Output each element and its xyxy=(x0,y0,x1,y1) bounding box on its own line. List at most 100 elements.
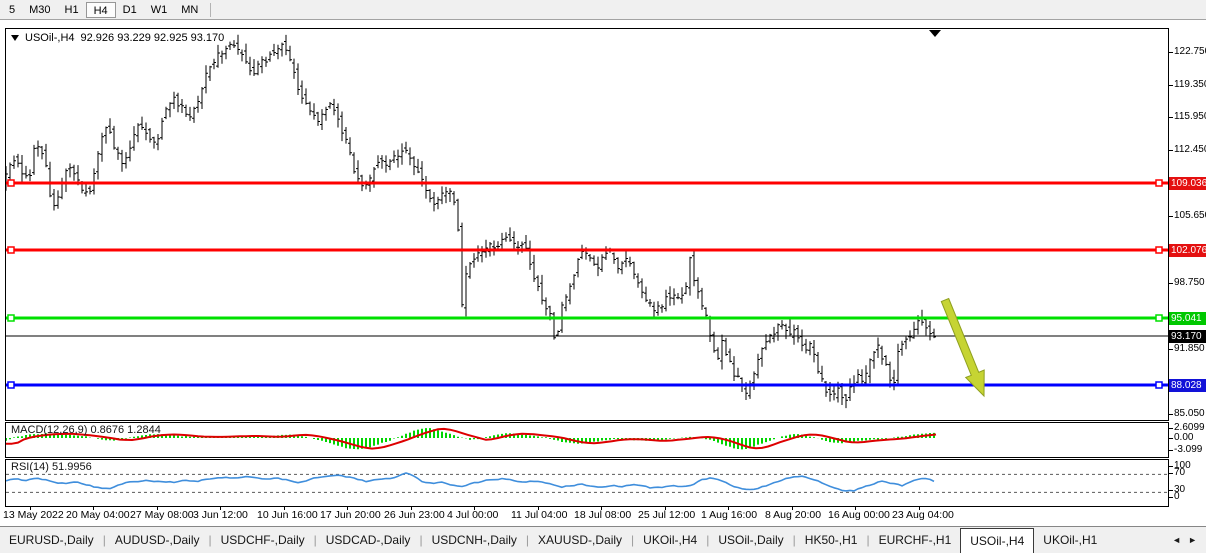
tab-eurchf-h1[interactable]: EURCHF-,H1 xyxy=(878,533,952,547)
main-chart-panel[interactable] xyxy=(5,28,1169,421)
tab-hk50-h1[interactable]: HK50-,H1 xyxy=(804,533,858,547)
tab-usdcnh-daily[interactable]: USDCNH-,Daily xyxy=(431,533,517,547)
tab-separator: | xyxy=(792,533,796,547)
tab-scroll-nav: ◄ ► xyxy=(1163,527,1206,553)
toolbar-separator xyxy=(210,2,212,17)
date-label: 1 Aug 16:00 xyxy=(701,509,758,521)
axis-tick-mark xyxy=(1169,283,1173,284)
rsi-tick-label: 70 xyxy=(1174,467,1186,478)
date-label: 8 Aug 20:00 xyxy=(765,509,822,521)
trend-arrow-object[interactable] xyxy=(940,297,985,398)
macd-panel[interactable] xyxy=(5,422,1169,458)
tab-eurusd-daily[interactable]: EURUSD-,Daily xyxy=(9,533,94,547)
rsi-panel[interactable] xyxy=(5,459,1169,507)
date-label: 25 Jul 12:00 xyxy=(638,509,696,521)
tab-separator: | xyxy=(525,533,530,547)
rsi-label: RSI(14) 51.9956 xyxy=(11,461,92,473)
macd-label: MACD(12,26,9) 0.8676 1.2844 xyxy=(11,424,161,436)
timeframe-button-m30[interactable]: M30 xyxy=(29,3,51,16)
tab-scroll-right-button[interactable]: ► xyxy=(1188,535,1197,545)
price-tick-label: 122.750 xyxy=(1174,46,1206,57)
timeframe-button-mn[interactable]: MN xyxy=(181,3,199,16)
rsi-canvas xyxy=(6,472,1168,493)
chart-symbol-period: USOil-,H4 xyxy=(25,32,75,44)
axis-tick-mark xyxy=(1169,216,1173,217)
date-label: 13 May 2022 xyxy=(3,509,64,521)
date-label: 18 Jul 08:00 xyxy=(574,509,632,521)
date-tick-mark xyxy=(919,507,920,510)
axis-tick-mark xyxy=(1169,450,1173,451)
date-label: 4 Jul 00:00 xyxy=(447,509,499,521)
tab-audusd-daily[interactable]: AUDUSD-,Daily xyxy=(114,533,200,547)
line-handle[interactable] xyxy=(7,314,15,322)
tab-separator: | xyxy=(419,533,423,547)
chart-ohlc-values: 92.926 93.229 92.925 93.170 xyxy=(80,32,225,44)
macd-canvas xyxy=(6,427,937,450)
hline-109-036[interactable] xyxy=(6,179,1168,187)
price-level-badge: 93.170 xyxy=(1169,330,1206,343)
date-tick-mark xyxy=(474,507,475,510)
axis-tick-mark xyxy=(1169,466,1173,467)
price-tick-label: 119.350 xyxy=(1174,79,1206,90)
hline-102-076[interactable] xyxy=(6,246,1168,254)
timeframe-button-d1[interactable]: D1 xyxy=(122,3,137,16)
date-tick-mark xyxy=(665,507,666,510)
date-label: 16 Aug 00:00 xyxy=(828,509,890,521)
tab-usoil-daily[interactable]: USOil-,Daily xyxy=(718,533,784,547)
price-tick-label: 115.950 xyxy=(1174,111,1206,122)
tab-separator: | xyxy=(631,533,635,547)
axis-tick-mark xyxy=(1169,428,1173,429)
tab-separator: | xyxy=(208,533,212,547)
date-tick-mark xyxy=(855,507,856,510)
price-tick-label: 98.750 xyxy=(1174,277,1205,288)
axis-tick-mark xyxy=(1169,52,1173,53)
price-tick-label: 105.650 xyxy=(1174,210,1206,221)
price-tick-label: 85.050 xyxy=(1174,408,1205,419)
line-handle[interactable] xyxy=(1155,381,1163,389)
line-handle[interactable] xyxy=(1155,179,1163,187)
line-handle[interactable] xyxy=(7,179,15,187)
date-tick-mark xyxy=(411,507,412,510)
chart-shift-marker-icon[interactable] xyxy=(929,30,941,37)
timeframe-button-w1[interactable]: W1 xyxy=(150,3,168,16)
date-tick-mark xyxy=(93,507,94,510)
price-chart-canvas[interactable] xyxy=(6,29,1168,420)
tab-usdcad-daily[interactable]: USDCAD-,Daily xyxy=(325,533,411,547)
date-tick-mark xyxy=(538,507,539,510)
date-tick-mark xyxy=(220,507,221,510)
tab-xauusd-daily[interactable]: XAUUSD-,Daily xyxy=(538,533,623,547)
date-tick-mark xyxy=(30,507,31,510)
date-tick-mark xyxy=(284,507,285,510)
line-handle[interactable] xyxy=(1155,246,1163,254)
tab-usdchf-daily[interactable]: USDCHF-,Daily xyxy=(220,533,305,547)
price-level-badge: 109.036 xyxy=(1169,177,1206,190)
price-tick-label: 91.850 xyxy=(1174,343,1205,354)
date-label: 27 May 08:00 xyxy=(130,509,194,521)
timeframe-button-h1[interactable]: H1 xyxy=(64,3,79,16)
symbol-dropdown-icon[interactable] xyxy=(11,35,19,41)
chart-tab-bar: EURUSD-,Daily | AUDUSD-,Daily | USDCHF-,Dail… xyxy=(0,526,1206,553)
timeframe-button-h4[interactable]: H4 xyxy=(85,1,116,18)
hline-95-041[interactable] xyxy=(6,314,1168,322)
date-label: 3 Jun 12:00 xyxy=(193,509,248,521)
tab-usoil-h4[interactable]: USOil-,H4 xyxy=(960,528,1035,553)
price-level-badge: 88.028 xyxy=(1169,379,1206,392)
tab-ukoil-h1[interactable]: UKOil-,H1 xyxy=(1043,533,1098,547)
price-level-badge: 95.041 xyxy=(1169,312,1206,325)
timeframe-button-5[interactable]: 5 xyxy=(9,3,16,16)
rsi-line xyxy=(6,472,935,492)
axis-tick-mark xyxy=(1169,438,1173,439)
tab-scroll-left-button[interactable]: ◄ xyxy=(1172,535,1182,545)
macd-signal-line xyxy=(6,427,937,450)
tab-ukoil-h4[interactable]: UKOil-,H4 xyxy=(643,533,698,547)
line-handle[interactable] xyxy=(7,246,15,254)
price-bars xyxy=(6,34,936,409)
hline-88-028[interactable] xyxy=(6,381,1168,389)
price-tick-label: 112.450 xyxy=(1174,144,1206,155)
timeframe-toolbar: 5 M30 H1 H4 D1 W1 MN xyxy=(0,0,1206,20)
date-tick-mark xyxy=(728,507,729,510)
axis-tick-mark xyxy=(1169,85,1173,86)
line-handle[interactable] xyxy=(7,381,15,389)
line-handle[interactable] xyxy=(1155,314,1163,322)
date-label: 10 Jun 16:00 xyxy=(257,509,318,521)
